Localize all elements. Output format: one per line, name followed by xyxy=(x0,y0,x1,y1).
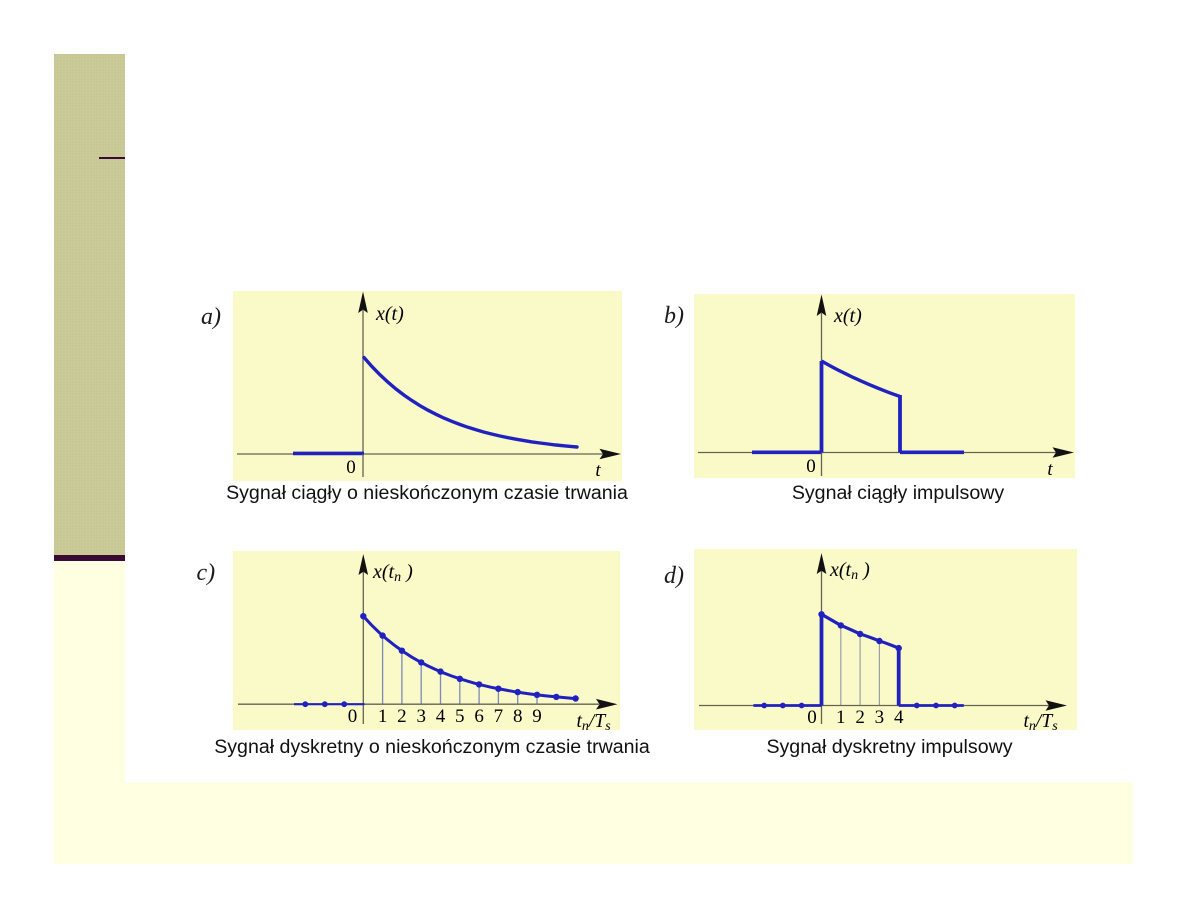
svg-text:7: 7 xyxy=(494,706,504,727)
svg-text:t: t xyxy=(595,460,601,481)
svg-text:0: 0 xyxy=(348,706,358,727)
svg-text:3: 3 xyxy=(416,706,426,727)
svg-text:x(tn ): x(tn ) xyxy=(372,561,413,585)
svg-text:1: 1 xyxy=(378,706,388,727)
svg-text:4: 4 xyxy=(436,706,446,727)
svg-text:x(t): x(t) xyxy=(375,303,404,325)
svg-text:6: 6 xyxy=(474,706,484,727)
svg-text:4: 4 xyxy=(894,707,904,728)
svg-text:t: t xyxy=(1047,459,1053,480)
svg-text:0: 0 xyxy=(346,457,356,478)
svg-text:x(t): x(t) xyxy=(833,305,862,327)
svg-text:3: 3 xyxy=(875,707,885,728)
svg-text:1: 1 xyxy=(836,707,846,728)
svg-text:0: 0 xyxy=(806,456,816,477)
svg-text:2: 2 xyxy=(397,706,407,727)
svg-text:2: 2 xyxy=(855,707,865,728)
svg-text:9: 9 xyxy=(532,706,542,727)
svg-text:x(tn ): x(tn ) xyxy=(829,559,870,583)
svg-text:5: 5 xyxy=(455,706,465,727)
svg-text:0: 0 xyxy=(807,707,817,728)
svg-text:8: 8 xyxy=(513,706,523,727)
